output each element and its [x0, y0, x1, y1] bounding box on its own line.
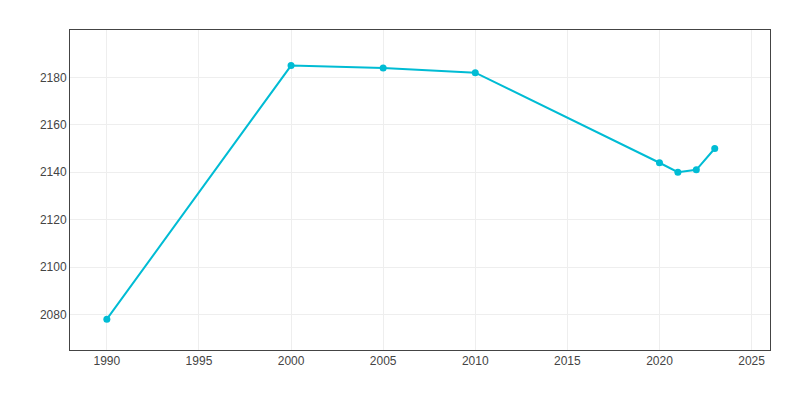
svg-text:2100: 2100 [40, 260, 67, 274]
svg-text:1995: 1995 [186, 354, 213, 368]
svg-text:2120: 2120 [40, 213, 67, 227]
svg-text:2010: 2010 [462, 354, 489, 368]
svg-text:2025: 2025 [738, 354, 765, 368]
svg-text:2005: 2005 [370, 354, 397, 368]
svg-text:2140: 2140 [40, 165, 67, 179]
svg-text:2180: 2180 [40, 71, 67, 85]
svg-text:2015: 2015 [554, 354, 581, 368]
svg-text:2000: 2000 [278, 354, 305, 368]
svg-text:2020: 2020 [646, 354, 673, 368]
svg-text:1990: 1990 [93, 354, 120, 368]
svg-text:2160: 2160 [40, 118, 67, 132]
svg-text:2080: 2080 [40, 308, 67, 322]
